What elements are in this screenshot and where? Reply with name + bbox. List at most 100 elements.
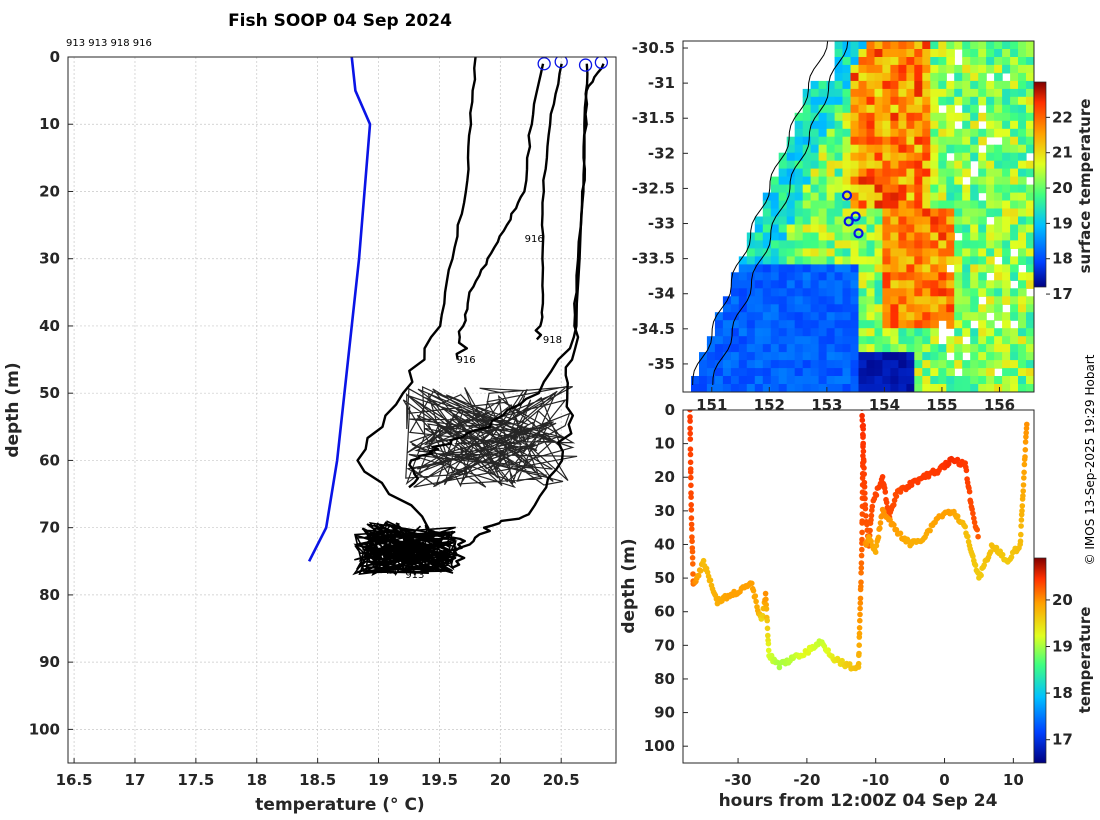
- sst-cell: [1010, 49, 1019, 58]
- sst-cell: [810, 256, 820, 265]
- sst-cell: [1002, 184, 1011, 194]
- profile-ytick-label: 50: [39, 384, 60, 402]
- sst-cell: [794, 200, 804, 210]
- sst-cell: [778, 336, 788, 345]
- sst-cell: [714, 376, 724, 385]
- sst-cell: [842, 88, 852, 98]
- sst-cell: [914, 96, 923, 106]
- profile-ytick-label: 60: [39, 451, 60, 469]
- sst-cell: [898, 49, 907, 58]
- sst-cell: [954, 41, 963, 50]
- sst-cell: [866, 344, 876, 353]
- sst-cell: [834, 128, 844, 138]
- sst-cell: [858, 80, 868, 90]
- sst-cell: [786, 352, 796, 361]
- sst-cell: [818, 312, 828, 321]
- sst-cell: [1002, 352, 1011, 361]
- sst-cell: [946, 232, 955, 242]
- depth-time-point: [893, 493, 900, 500]
- sst-cell: [922, 80, 931, 90]
- depth-time-ytick-label: 40: [654, 535, 675, 553]
- sst-cell: [794, 256, 804, 265]
- sst-cell: [962, 136, 971, 146]
- sst-cell: [746, 328, 756, 337]
- sst-cell: [866, 57, 876, 66]
- depth-time-point: [856, 625, 863, 631]
- sst-cell: [994, 160, 1003, 170]
- sst-cell: [1026, 160, 1034, 170]
- sst-cell: [818, 224, 828, 234]
- sst-cell: [938, 280, 947, 289]
- sst-cell: [730, 352, 740, 361]
- sst-cell: [1018, 376, 1027, 385]
- sst-cell: [890, 49, 899, 58]
- depth-time-point: [687, 414, 693, 420]
- sst-cell: [906, 128, 915, 138]
- sst-cell: [954, 112, 963, 122]
- sst-cell: [898, 336, 907, 345]
- sst-cell: [930, 216, 939, 226]
- sst-cell: [986, 184, 995, 194]
- sst-cell: [850, 272, 860, 281]
- sst-cell: [818, 104, 828, 114]
- sst-cell: [802, 328, 812, 337]
- sst-cell: [762, 296, 772, 305]
- sst-cell: [842, 200, 852, 210]
- sst-cell: [914, 41, 923, 50]
- sst-cell: [914, 344, 923, 353]
- sst-cell: [738, 336, 748, 345]
- depth-time-point: [1021, 461, 1028, 468]
- sst-cell: [938, 264, 947, 273]
- sst-cell: [978, 352, 987, 361]
- sst-cell: [826, 296, 836, 305]
- sst-cell: [850, 72, 860, 82]
- station-marker: [853, 228, 864, 239]
- depth-time-point: [1019, 503, 1026, 509]
- sst-cell: [826, 216, 836, 226]
- sst-cell: [866, 352, 876, 361]
- depth-time-point: [765, 640, 772, 647]
- sst-cell: [770, 360, 780, 369]
- depth-time-point: [877, 520, 884, 526]
- sst-cell: [898, 352, 907, 361]
- sst-cell: [922, 368, 931, 377]
- depth-time-point: [846, 661, 853, 667]
- sst-cell: [826, 136, 836, 146]
- sst-cell: [986, 280, 995, 289]
- sst-cell: [858, 240, 868, 249]
- sst-cell: [1026, 304, 1034, 313]
- sst-cell: [1002, 336, 1011, 345]
- sst-colorbar-tick-label: 20: [1052, 179, 1073, 197]
- sst-cell: [978, 328, 987, 337]
- sst-cell: [730, 368, 740, 377]
- sst-cell: [1018, 184, 1027, 194]
- sst-cell: [1010, 296, 1019, 305]
- sst-cell: [858, 152, 868, 162]
- sst-cell: [874, 104, 884, 114]
- sst-cell: [858, 88, 868, 98]
- sst-cell: [810, 216, 820, 226]
- sst-cell: [986, 104, 995, 114]
- sst-cell: [986, 112, 995, 122]
- sst-cell: [994, 168, 1003, 178]
- sst-cell: [778, 320, 788, 329]
- sst-cell: [754, 256, 764, 265]
- sst-cell: [802, 152, 812, 162]
- profile-frame: [67, 56, 617, 764]
- temperature-colorbar-tick-label: 20: [1052, 591, 1073, 609]
- sst-cell: [850, 280, 860, 289]
- sst-cell: [938, 272, 947, 281]
- depth-time-point: [962, 523, 968, 530]
- sst-cell: [802, 216, 812, 226]
- sst-cell: [1002, 384, 1011, 392]
- sst-cell: [946, 272, 955, 281]
- sst-cell: [1002, 176, 1011, 186]
- sst-cell: [858, 120, 868, 130]
- sst-cell: [1026, 352, 1034, 361]
- depth-time-point: [879, 474, 886, 480]
- sst-cell: [938, 184, 947, 194]
- sst-cell: [738, 280, 748, 289]
- sst-cell: [1002, 152, 1011, 162]
- depth-time-point: [858, 583, 864, 590]
- depth-time-point: [687, 451, 694, 458]
